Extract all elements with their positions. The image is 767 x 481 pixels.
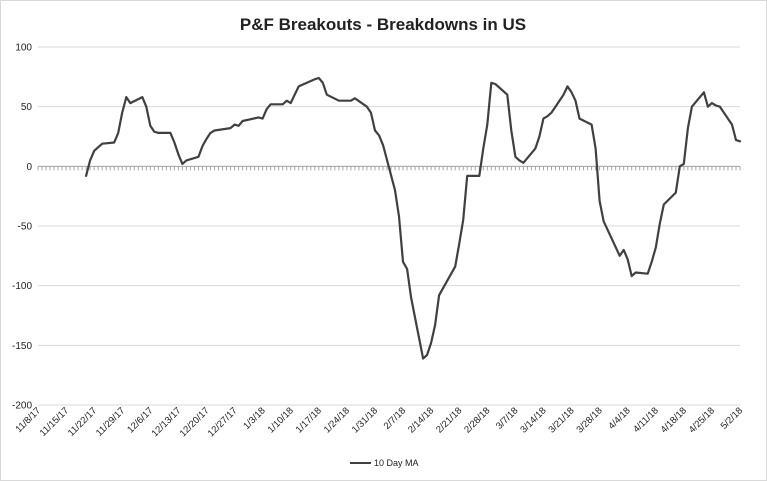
- x-tick-label: 2/14/18: [406, 405, 436, 435]
- x-tick-label: 4/25/18: [687, 405, 717, 435]
- x-tick-label: 4/11/18: [631, 405, 661, 435]
- x-axis-ticks: 11/8/1711/15/1711/22/1711/29/1712/6/1712…: [13, 405, 745, 439]
- x-tick-label: 3/28/18: [575, 405, 605, 435]
- legend-label: 10 Day MA: [374, 458, 419, 468]
- x-tick-label: 12/13/17: [150, 405, 184, 439]
- gridlines: [38, 46, 740, 406]
- x-tick-label: 11/29/17: [94, 405, 127, 438]
- y-tick-label: -100: [12, 281, 32, 292]
- x-tick-label: 3/14/18: [518, 405, 548, 435]
- y-axis-ticks: 100 50 0 -50 -100 -150 -200: [12, 43, 32, 412]
- x-tick-label: 11/22/17: [66, 405, 99, 438]
- series-group: [84, 76, 742, 360]
- x-tick-label: 2/28/18: [462, 405, 492, 435]
- y-tick-label: 0: [26, 162, 32, 173]
- series-line: [84, 76, 742, 360]
- x-tick-label: 5/2/18: [719, 405, 745, 431]
- y-tick-label: 100: [15, 43, 32, 54]
- x-tick-label: 1/3/18: [241, 405, 267, 431]
- x-tick-label: 12/27/17: [206, 405, 240, 439]
- x-tick-label: 1/24/18: [322, 405, 352, 435]
- x-tick-label: 3/7/18: [494, 405, 520, 431]
- x-tick-label: 12/20/17: [178, 405, 212, 439]
- x-tick-label: 1/10/18: [266, 405, 296, 435]
- legend: 10 Day MA: [350, 458, 419, 468]
- y-tick-label: 50: [21, 102, 33, 113]
- x-tick-label: 1/31/18: [350, 405, 380, 435]
- y-tick-label: -150: [12, 341, 32, 352]
- y-tick-label: -200: [12, 401, 32, 412]
- x-tick-label: 11/15/17: [38, 405, 71, 438]
- x-tick-label: 1/17/18: [294, 405, 324, 435]
- chart-title: P&F Breakouts - Breakdowns in US: [240, 15, 526, 34]
- x-tick-label: 2/7/18: [382, 405, 408, 431]
- x-tick-label: 3/21/18: [546, 405, 576, 435]
- x-tick-label: 2/21/18: [434, 405, 464, 435]
- x-tick-label: 4/18/18: [659, 405, 689, 435]
- y-tick-label: -50: [18, 222, 33, 233]
- x-tick-label: 4/4/18: [606, 405, 632, 431]
